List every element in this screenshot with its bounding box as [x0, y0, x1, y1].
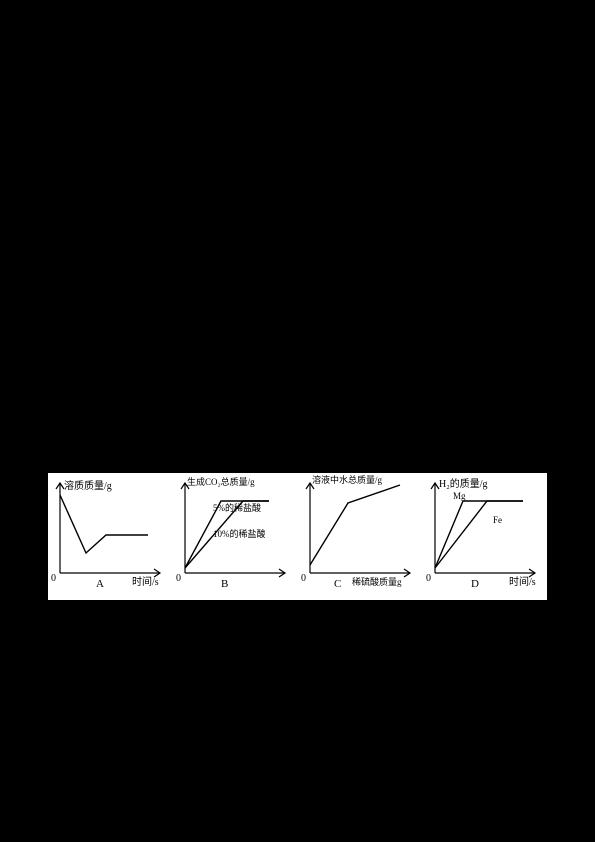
panel-b-series1: 5%的稀盐酸 — [213, 502, 261, 513]
panel-a-letter: A — [96, 578, 104, 590]
panel-a-origin: 0 — [51, 573, 56, 584]
panel-d-ylabel: H₂的质量/g — [439, 477, 488, 490]
panel-d-series2: Fe — [493, 515, 502, 525]
panel-b: 生成CO₂总质量/g 5%的稀盐酸 10%的稀盐酸 0 B — [173, 473, 298, 600]
panel-b-origin: 0 — [176, 573, 181, 584]
panel-d-series1: Mg — [453, 491, 466, 501]
panel-c-letter: C — [334, 578, 341, 590]
panel-b-letter: B — [221, 578, 228, 590]
panel-a-ylabel: 溶质质量/g — [64, 479, 112, 492]
panel-d-origin: 0 — [426, 573, 431, 584]
panel-c-ylabel: 溶液中水总质量/g — [312, 474, 383, 485]
panel-a: 溶质质量/g 时间/s 0 A — [48, 473, 173, 600]
panel-d: H₂的质量/g Mg Fe 时间/s 0 D — [423, 473, 547, 600]
panel-c: 溶液中水总质量/g 稀硫酸质量g 0 C — [298, 473, 423, 600]
panel-b-ylabel: 生成CO₂总质量/g — [187, 476, 255, 487]
panel-c-xlabel: 稀硫酸质量g — [352, 576, 402, 587]
panel-d-letter: D — [471, 578, 479, 590]
panel-b-series2: 10%的稀盐酸 — [213, 528, 266, 539]
panel-d-xlabel: 时间/s — [509, 575, 536, 588]
chart-strip: 溶质质量/g 时间/s 0 A 生成CO₂总质量/g 5%的稀盐酸 10%的稀盐… — [48, 473, 547, 600]
panel-a-xlabel: 时间/s — [132, 575, 159, 588]
panel-c-origin: 0 — [301, 573, 306, 584]
